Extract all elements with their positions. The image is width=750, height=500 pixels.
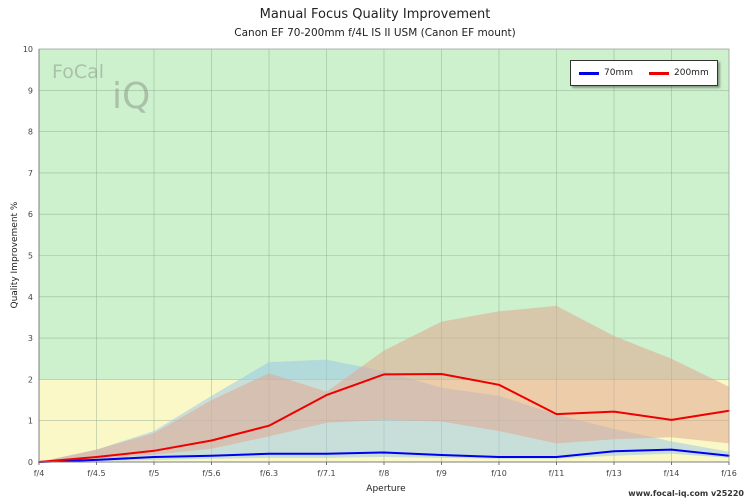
data-point-70mm [670,448,673,451]
data-point-200mm [613,410,615,413]
chart-subtitle: Canon EF 70-200mm f/4L IS II USM (Canon … [234,27,516,39]
data-point-200mm [268,424,270,427]
y-tick-label: 1 [28,417,33,426]
x-axis-label: Aperture [366,484,406,494]
x-tick-label: f/9 [436,469,447,478]
x-tick-label: f/4.5 [87,469,105,478]
legend-label-200mm: 200mm [674,68,709,78]
data-point-200mm [210,439,213,442]
focal-iq-logo: FoCal iQ [50,58,175,117]
y-tick-label: 5 [28,252,33,261]
y-axis-label: Quality Improvement % [10,201,20,309]
legend-item-70mm: 70mm [579,68,633,78]
confidence-band-200mm [39,305,729,462]
x-tick-label: f/4 [34,469,45,478]
data-point-70mm [613,450,615,453]
data-point-70mm [498,456,500,458]
data-point-70mm [383,451,385,454]
x-tick-label: f/5 [149,469,160,478]
x-tick-label: f/14 [664,469,680,478]
y-tick-label: 3 [28,334,33,343]
y-tick-label: 2 [28,375,33,384]
data-point-200mm [153,450,155,452]
chart-legend: 70mm 200mm [570,60,718,86]
y-tick-label: 0 [28,458,33,467]
x-tick-label: f/10 [491,469,507,478]
legend-swatch-200mm [649,71,669,75]
data-point-70mm [440,454,443,456]
x-tick-label: f/8 [379,469,390,478]
data-point-200mm [670,419,673,421]
data-point-200mm [325,394,328,396]
legend-item-200mm: 200mm [649,68,709,78]
data-point-70mm [153,456,155,458]
logo-text: FoCal [52,61,104,83]
y-tick-label: 9 [28,86,33,95]
y-tick-label: 7 [28,169,33,178]
chart-title: Manual Focus Quality Improvement [259,7,491,22]
x-tick-label: f/6.3 [260,469,278,478]
data-point-200mm [383,373,385,376]
data-point-200mm [95,456,98,458]
x-tick-label: f/11 [549,469,565,478]
data-point-70mm [555,456,558,458]
y-tick-label: 8 [28,128,33,137]
data-point-200mm [498,383,500,386]
y-tick-label: 6 [28,210,33,219]
data-point-70mm [210,455,213,457]
data-point-200mm [440,373,443,375]
data-point-70mm [95,459,98,461]
x-tick-label: f/13 [606,469,622,478]
data-point-70mm [325,452,328,455]
x-tick-label: f/7.1 [317,469,335,478]
legend-label-70mm: 70mm [604,68,633,78]
x-tick-label: f/16 [721,469,737,478]
y-tick-label: 10 [23,45,33,54]
data-point-200mm [555,413,558,415]
footer-credit: www.focal-iq.com v25220 [628,489,744,498]
data-point-70mm [268,452,270,455]
x-tick-label: f/5.6 [202,469,220,478]
legend-swatch-70mm [579,71,599,75]
logo-iq-text: iQ [112,76,150,113]
y-tick-label: 4 [28,293,33,302]
